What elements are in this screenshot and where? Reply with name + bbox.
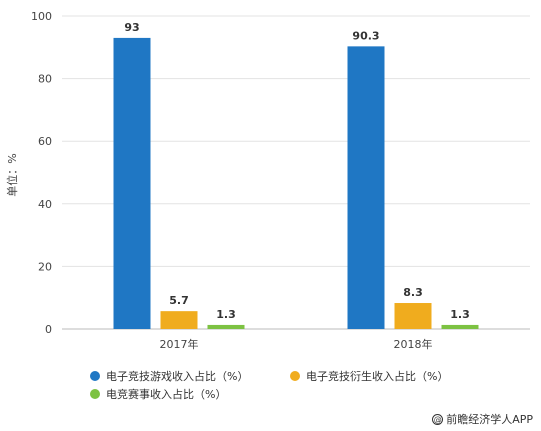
bar-1-0 bbox=[347, 46, 385, 330]
legend-label-1: 电子竞技衍生收入占比（%） bbox=[306, 370, 449, 383]
y-tick-4: 80 bbox=[38, 73, 52, 86]
bar-1-2 bbox=[441, 324, 479, 329]
source-text: 前瞻经济学人APP bbox=[446, 413, 533, 426]
bar-1-1 bbox=[394, 303, 432, 329]
data-labels: 93 5.7 1.3 90.3 8.3 1.3 bbox=[124, 21, 469, 321]
x-tick-0: 2017年 bbox=[160, 337, 199, 351]
y-tick-5: 100 bbox=[31, 10, 52, 23]
legend-item-1: 电子竞技衍生收入占比（%） bbox=[290, 368, 448, 384]
legend-item-2: 电竞赛事收入占比（%） bbox=[90, 386, 226, 402]
data-label-1-1: 8.3 bbox=[403, 286, 423, 299]
bar-0-1 bbox=[160, 311, 198, 329]
legend-marker-2 bbox=[90, 389, 100, 399]
source-credit: @ 前瞻经济学人APP bbox=[432, 411, 533, 427]
legend-label-2: 电竞赛事收入占比（%） bbox=[106, 388, 227, 401]
bar-0-2 bbox=[207, 324, 245, 329]
bar-0-0 bbox=[113, 37, 151, 329]
legend-item-0: 电子竞技游戏收入占比（%） bbox=[90, 368, 248, 384]
legend-label-0: 电子竞技游戏收入占比（%） bbox=[106, 370, 249, 383]
data-label-1-0: 90.3 bbox=[352, 29, 379, 42]
data-label-1-2: 1.3 bbox=[450, 308, 470, 321]
data-label-0-0: 93 bbox=[124, 21, 139, 34]
bars bbox=[113, 37, 479, 330]
y-tick-3: 60 bbox=[38, 135, 52, 148]
data-label-0-2: 1.3 bbox=[216, 308, 236, 321]
x-axis-categories: 2017年 2018年 bbox=[160, 337, 433, 351]
y-tick-1: 20 bbox=[38, 260, 52, 273]
y-tick-0: 0 bbox=[45, 323, 52, 336]
legend-marker-1 bbox=[290, 371, 300, 381]
data-label-0-1: 5.7 bbox=[169, 294, 189, 307]
y-tick-2: 40 bbox=[38, 198, 52, 211]
legend-marker-0 bbox=[90, 371, 100, 381]
x-tick-1: 2018年 bbox=[394, 337, 433, 351]
copyright-icon: @ bbox=[432, 413, 444, 425]
y-axis-label: 单位：% bbox=[5, 153, 19, 196]
y-axis-ticks: 0 20 40 60 80 100 bbox=[31, 10, 52, 336]
